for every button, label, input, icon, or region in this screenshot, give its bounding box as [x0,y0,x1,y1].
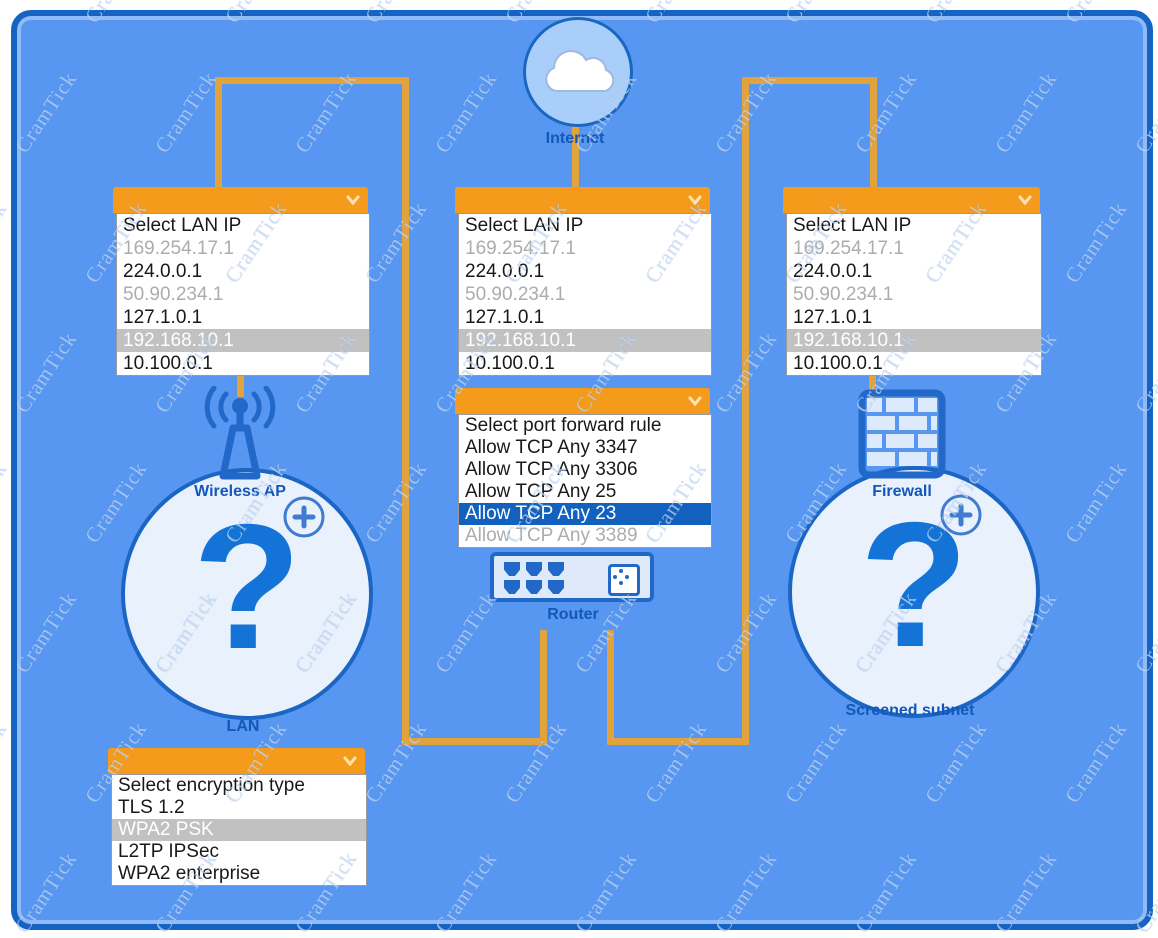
ap-lan-ip-listbox: Select LAN IP 169.254.17.1 224.0.0.1 50.90.… [116,213,370,376]
connector-segment [742,77,749,745]
option-allow-tcp-any-3389: Allow TCP Any 3389 [465,525,638,546]
option-allow-tcp-any-25[interactable]: Allow TCP Any 25 [465,481,617,502]
option-select-port-forward-rule[interactable]: Select port forward rule [465,415,662,436]
question-mark-icon: ? [192,487,302,686]
connector-segment [237,373,244,397]
wireless-ap-label: Wireless AP [194,483,286,500]
option-127-1-0-1[interactable]: 127.1.0.1 [465,307,545,328]
option-127-1-0-1[interactable]: 127.1.0.1 [793,307,873,328]
connector-segment [870,77,877,189]
zoom-plus-button[interactable] [938,492,984,538]
option-224-0-0-1[interactable]: 224.0.0.1 [123,261,203,282]
port-forward-select-header[interactable] [455,388,710,414]
chevron-down-icon [1018,194,1032,206]
router-label: Router [547,606,599,623]
option-select-lan-ip[interactable]: Select LAN IP [123,215,242,236]
internet-label: Internet [545,130,605,147]
firewall-label: Firewall [872,483,932,500]
connector-segment [742,77,877,84]
connector-segment [215,77,222,189]
connector-segment [869,373,876,397]
lan-label: LAN [226,718,260,735]
option-169-254-17-1: 169.254.17.1 [793,238,904,259]
option-allow-tcp-any-23[interactable]: Allow TCP Any 23 [459,503,711,525]
wireless-ap-icon [192,385,288,487]
option-select-encryption-type[interactable]: Select encryption type [118,775,305,796]
router-module [608,564,640,596]
option-192-168-10-1[interactable]: 192.168.10.1 [459,329,711,352]
connector-segment [215,77,409,84]
option-select-lan-ip[interactable]: Select LAN IP [465,215,584,236]
chevron-down-icon [688,194,702,206]
option-50-90-234-1: 50.90.234.1 [465,284,566,305]
connector-segment [572,118,579,190]
router-port [504,562,520,576]
firewall-icon [857,388,947,485]
ap-lan-ip-select-header[interactable] [113,187,368,213]
router-port [548,580,564,594]
router-port [526,562,542,576]
option-allow-tcp-any-3347[interactable]: Allow TCP Any 3347 [465,437,638,458]
option-wpa2-psk[interactable]: WPA2 PSK [112,819,366,841]
option-allow-tcp-any-3306[interactable]: Allow TCP Any 3306 [465,459,638,480]
port-forward-listbox: Select port forward rule Allow TCP Any 33… [458,414,712,548]
option-wpa2-enterprise[interactable]: WPA2 enterprise [118,863,261,884]
option-l2tp-ipsec[interactable]: L2TP IPSec [118,841,220,862]
screened-subnet-placeholder-circle: ? [788,466,1040,718]
screened-subnet-label: Screened subnet [845,702,975,719]
connector-segment [402,77,409,745]
question-mark-icon: ? [859,485,969,684]
option-10-100-0-1[interactable]: 10.100.0.1 [123,353,213,374]
option-224-0-0-1[interactable]: 224.0.0.1 [465,261,545,282]
encryption-listbox: Select encryption type TLS 1.2 WPA2 PSK L2T… [111,774,367,886]
firewall-lan-ip-listbox: Select LAN IP 169.254.17.1 224.0.0.1 50.90.… [786,213,1042,376]
option-192-168-10-1[interactable]: 192.168.10.1 [117,329,369,352]
encryption-select-header[interactable] [108,748,365,774]
option-50-90-234-1: 50.90.234.1 [123,284,224,305]
chevron-down-icon [346,194,360,206]
cloud-icon [540,43,616,102]
option-10-100-0-1[interactable]: 10.100.0.1 [465,353,555,374]
option-tls-1-2[interactable]: TLS 1.2 [118,797,185,818]
chevron-down-icon [688,395,702,407]
router-port [526,580,542,594]
option-169-254-17-1: 169.254.17.1 [465,238,576,259]
lan-placeholder-circle: ? [121,468,373,720]
option-224-0-0-1[interactable]: 224.0.0.1 [793,261,873,282]
connector-segment [607,630,614,745]
router-port [504,580,520,594]
chevron-down-icon [343,755,357,767]
router-lan-ip-listbox: Select LAN IP 169.254.17.1 224.0.0.1 50.90.… [458,213,712,376]
router-lan-ip-select-header[interactable] [455,187,710,213]
option-select-lan-ip[interactable]: Select LAN IP [793,215,912,236]
router-port [548,562,564,576]
connector-segment [540,630,547,745]
router-icon [490,552,654,602]
internet-node [523,17,633,127]
option-127-1-0-1[interactable]: 127.1.0.1 [123,307,203,328]
zoom-plus-button[interactable] [281,494,327,540]
option-50-90-234-1: 50.90.234.1 [793,284,894,305]
connector-segment [607,738,749,745]
option-192-168-10-1[interactable]: 192.168.10.1 [787,329,1041,352]
firewall-lan-ip-select-header[interactable] [783,187,1040,213]
connector-segment [402,738,547,745]
option-10-100-0-1[interactable]: 10.100.0.1 [793,353,883,374]
option-169-254-17-1: 169.254.17.1 [123,238,234,259]
